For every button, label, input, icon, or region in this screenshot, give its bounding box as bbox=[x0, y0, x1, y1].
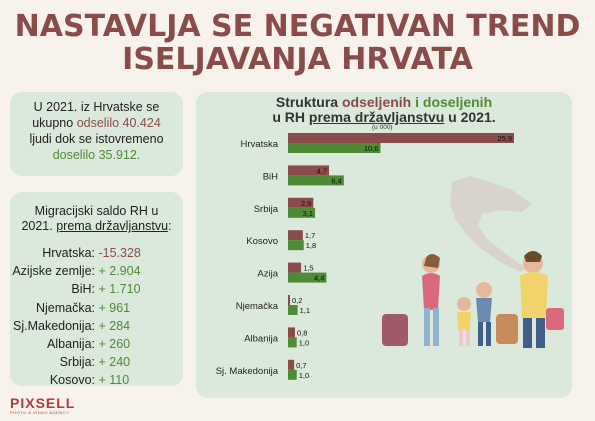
saldo-row: Hrvatska: -15.328 bbox=[10, 245, 183, 261]
category-label: Kosovo bbox=[246, 236, 278, 247]
category-label: Njemačka bbox=[236, 301, 279, 312]
bar-value-label: 1,8 bbox=[306, 241, 316, 250]
bar-doseljenih bbox=[288, 369, 297, 380]
bar-doseljenih bbox=[288, 143, 381, 153]
chart-title-word1: Struktura bbox=[275, 94, 339, 110]
doselilo-value: doselilo 35.912. bbox=[52, 148, 141, 162]
category-label: BiH bbox=[263, 171, 278, 182]
saldo-value: + 110 bbox=[95, 373, 130, 388]
saldo-row: BiH: + 1.710 bbox=[10, 281, 183, 297]
bar-value-label: 1,0 bbox=[299, 371, 309, 380]
category-label: Hrvatska bbox=[241, 139, 279, 150]
saldo-country: Njemačka: bbox=[35, 300, 95, 315]
chart-unit: (u 000) bbox=[372, 124, 393, 131]
info-line2: ukupno bbox=[32, 116, 74, 130]
page-title-line2: ISELJAVANJA HRVATA bbox=[122, 42, 473, 77]
saldo-row: Sj.Makedonija: + 284 bbox=[10, 318, 183, 334]
saldo-heading-line1: Migracijski saldo RH u bbox=[34, 204, 159, 218]
bar-odseljenih bbox=[288, 262, 302, 273]
chart-title-urh: u RH bbox=[272, 109, 305, 125]
bar-doseljenih bbox=[288, 207, 316, 218]
saldo-value: -15.328 bbox=[95, 246, 141, 260]
saldo-value: + 961 bbox=[95, 300, 131, 315]
category-label: Albanija bbox=[244, 333, 279, 344]
saldo-value: + 260 bbox=[95, 337, 131, 351]
bar-doseljenih bbox=[288, 305, 298, 315]
saldo-row: Njemačka: + 961 bbox=[10, 300, 183, 316]
bar-doseljenih bbox=[288, 240, 304, 251]
saldo-heading-pre: 2021. bbox=[21, 219, 53, 233]
info-card: U 2021. iz Hrvatske se ukupno odselilo 4… bbox=[10, 92, 183, 176]
saldo-row: Srbija: + 240 bbox=[10, 354, 183, 370]
bar-value-label: 2,9 bbox=[301, 199, 311, 208]
bar-value-label: 1,7 bbox=[305, 231, 315, 240]
page-title-line1: NASTAVLJA SE NEGATIVAN TREND bbox=[14, 9, 581, 44]
chart-title-line1: Struktura odseljenih i doseljenih bbox=[196, 95, 572, 110]
saldo-country: Kosovo: bbox=[49, 373, 95, 388]
pixsell-logo-sub: PHOTO & VIDEO AGENCY bbox=[10, 410, 70, 415]
bar-value-label: 4,7 bbox=[317, 166, 327, 175]
saldo-value: + 2.904 bbox=[95, 264, 141, 279]
chart-title-odseljenih: odseljenih bbox=[341, 94, 412, 110]
saldo-heading-colon: : bbox=[168, 219, 172, 233]
saldo-value: + 240 bbox=[95, 355, 131, 370]
saldo-country: Azijske zemlje: bbox=[12, 264, 95, 279]
chart-title-year: u 2021. bbox=[448, 109, 496, 125]
category-label: Srbija bbox=[254, 204, 279, 215]
saldo-country: Albanija: bbox=[47, 337, 95, 351]
bar-doseljenih bbox=[288, 175, 344, 186]
saldo-country: Hrvatska: bbox=[42, 246, 95, 260]
bar-odseljenih bbox=[288, 165, 330, 176]
info-line3: ljudi dok se istovremeno bbox=[29, 132, 164, 146]
bar-value-label: 6,4 bbox=[331, 176, 341, 185]
saldo-country: Sj.Makedonija: bbox=[13, 318, 95, 333]
saldo-country: BiH: bbox=[71, 282, 95, 297]
category-label: Sj. Makedonija bbox=[216, 366, 279, 377]
bar-odseljenih bbox=[288, 359, 295, 370]
bar-doseljenih bbox=[288, 272, 327, 283]
bar-odseljenih bbox=[288, 230, 303, 241]
saldo-heading: Migracijski saldo RH u 2021. prema držav… bbox=[10, 204, 183, 234]
chart-title-prema: prema državljanstvu bbox=[308, 109, 445, 125]
category-label: Azija bbox=[257, 269, 278, 280]
saldo-value: + 284 bbox=[95, 318, 131, 333]
bar-odseljenih bbox=[288, 133, 514, 143]
bar-value-label: 1,5 bbox=[303, 264, 313, 273]
chart-title-doseljenih: doseljenih bbox=[422, 94, 493, 110]
bar-value-label: 25,9 bbox=[497, 134, 512, 143]
bar-odseljenih bbox=[288, 197, 314, 208]
bar-odseljenih bbox=[288, 327, 295, 338]
pixsell-logo: PIXSELL bbox=[10, 395, 76, 411]
bar-odseljenih bbox=[288, 295, 290, 305]
saldo-heading-underlined: prema državljanstvu bbox=[56, 219, 169, 233]
bar-value-label: 10,6 bbox=[364, 144, 379, 153]
bar-value-label: 0,7 bbox=[296, 361, 306, 370]
bar-value-label: 1,1 bbox=[300, 306, 310, 315]
odselilo-value: odselilo 40.424 bbox=[76, 116, 161, 130]
saldo-country: Srbija: bbox=[59, 355, 95, 370]
saldo-row: Albanija: + 260 bbox=[10, 336, 183, 352]
bar-value-label: 4,4 bbox=[314, 274, 324, 283]
info-line1: U 2021. iz Hrvatske se bbox=[33, 100, 160, 114]
saldo-row: Azijske zemlje: + 2.904 bbox=[10, 263, 183, 279]
chart-title-line2: u RH prema državljanstvu u 2021. bbox=[196, 110, 572, 125]
saldo-row: Kosovo: + 110 bbox=[10, 372, 183, 388]
bar-value-label: 0,2 bbox=[292, 296, 302, 305]
info-text: U 2021. iz Hrvatske se ukupno odselilo 4… bbox=[10, 99, 183, 163]
chart-title-i: i bbox=[415, 94, 419, 110]
saldo-card: Migracijski saldo RH u 2021. prema držav… bbox=[10, 192, 183, 388]
bar-doseljenih bbox=[288, 337, 297, 348]
bar-value-label: 0,8 bbox=[297, 328, 307, 337]
bar-value-label: 3,1 bbox=[303, 209, 313, 218]
saldo-value: + 1.710 bbox=[95, 282, 141, 297]
bar-value-label: 1,0 bbox=[299, 338, 309, 347]
